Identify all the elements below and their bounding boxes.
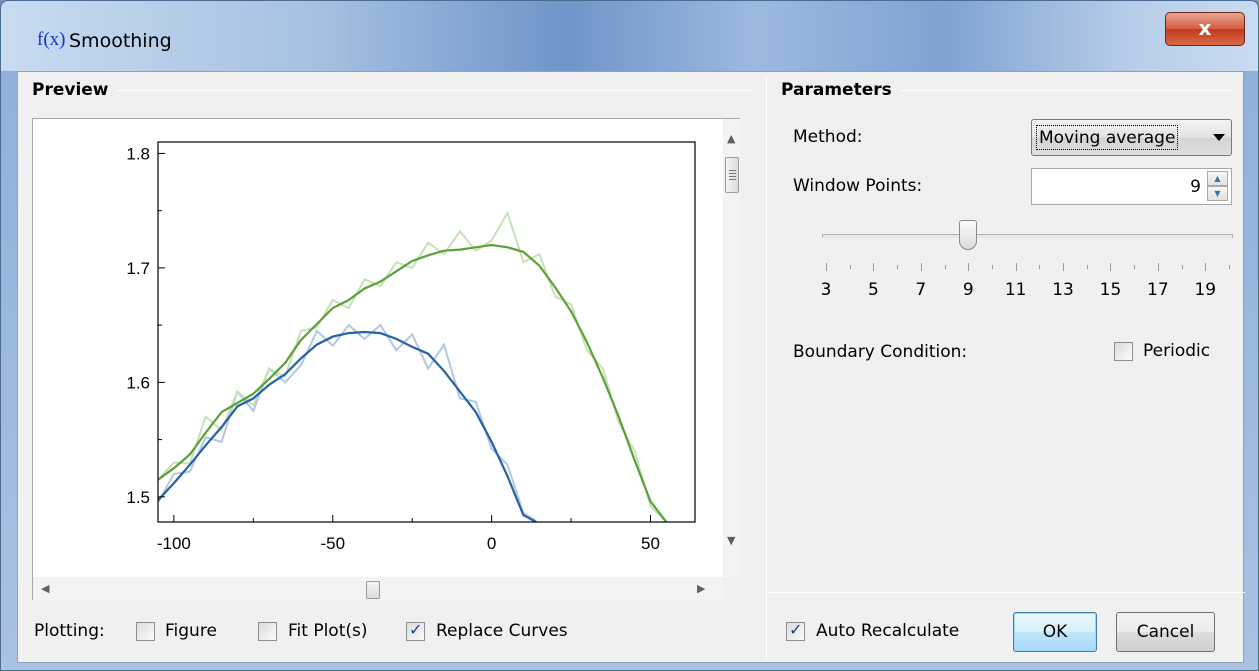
y-tick-label: 1.7 — [126, 259, 150, 278]
preview-panel: -100 -50 0 50 1.5 1.6 1.7 1.8 ▲ ▼ ◀ ▶ — [32, 118, 740, 600]
dialog-body: Preview -100 -50 0 50 1.5 1.6 1.7 1.8 ▲ — [17, 71, 1245, 663]
slider-tick — [1205, 263, 1207, 271]
slider-tick — [1134, 265, 1136, 269]
method-dropdown[interactable]: Moving average — [1031, 119, 1232, 156]
y-tick-label: 1.6 — [126, 373, 150, 392]
x-tick-label: -50 — [320, 534, 345, 553]
window-title: Smoothing — [69, 30, 172, 52]
scroll-down-icon[interactable]: ▼ — [727, 534, 736, 547]
close-button[interactable]: x — [1165, 12, 1245, 46]
slider-tick — [1086, 265, 1088, 269]
figure-checkbox[interactable] — [136, 622, 155, 641]
title-bar[interactable]: f(x) Smoothing x — [1, 1, 1258, 71]
x-tick-label: 50 — [641, 534, 660, 553]
spin-down-icon[interactable]: ▼ — [1207, 186, 1228, 201]
window-points-slider-track[interactable] — [822, 234, 1233, 238]
footer-separator — [768, 592, 1245, 593]
slider-tick-label: 9 — [962, 280, 974, 300]
slider-tick — [873, 263, 875, 271]
smoothed-series-2 — [158, 243, 668, 522]
auto-recalculate-label[interactable]: Auto Recalculate — [816, 621, 960, 641]
chevron-down-icon — [1213, 134, 1225, 141]
raw-series-2 — [158, 210, 668, 522]
slider-tick — [1110, 263, 1112, 271]
replace-curves-checkbox[interactable] — [406, 620, 425, 641]
horizontal-scroll-thumb[interactable] — [366, 581, 380, 599]
preview-horizontal-scrollbar[interactable]: ◀ ▶ — [33, 577, 723, 600]
parameters-group-title: Parameters — [781, 80, 900, 100]
fit-plots-label[interactable]: Fit Plot(s) — [288, 621, 368, 641]
plot-frame — [157, 141, 696, 523]
periodic-checkbox[interactable] — [1114, 342, 1133, 361]
slider-tick — [944, 265, 946, 269]
panel-divider — [766, 77, 767, 659]
function-icon: f(x) — [37, 29, 66, 50]
plotting-label: Plotting: — [34, 621, 105, 641]
slider-tick-label: 17 — [1147, 280, 1169, 300]
method-selected-value: Moving average — [1036, 125, 1179, 150]
window-points-spinbox[interactable]: 9 ▲ ▼ — [1031, 168, 1232, 205]
auto-recalculate-checkbox[interactable] — [786, 620, 805, 641]
scroll-up-icon[interactable]: ▲ — [727, 132, 736, 145]
periodic-label[interactable]: Periodic — [1143, 341, 1211, 361]
smoothed-series-1 — [158, 330, 537, 522]
vertical-scroll-thumb[interactable] — [725, 157, 739, 193]
slider-tick-label: 5 — [867, 280, 879, 300]
x-tick-label: 0 — [487, 534, 496, 553]
preview-group-line — [32, 90, 754, 91]
slider-tick-label: 7 — [915, 280, 927, 300]
slider-tick — [1229, 265, 1230, 269]
slider-tick — [1039, 265, 1041, 269]
scrollbar-corner — [723, 577, 740, 600]
y-tick-label: 1.5 — [126, 488, 150, 507]
slider-tick-label: 11 — [1004, 280, 1027, 300]
boundary-condition-label: Boundary Condition: — [793, 342, 968, 362]
slider-tick — [1015, 263, 1017, 271]
slider-tick-label: 15 — [1099, 280, 1122, 300]
scroll-left-icon[interactable]: ◀ — [41, 582, 50, 595]
slider-tick — [920, 263, 922, 271]
window-points-value[interactable]: 9 — [1190, 177, 1201, 197]
window-points-slider-thumb[interactable] — [959, 220, 978, 250]
fit-plots-checkbox[interactable] — [258, 622, 277, 641]
slider-tick-label: 13 — [1052, 280, 1074, 300]
method-label: Method: — [793, 127, 863, 147]
scroll-right-icon[interactable]: ▶ — [697, 582, 706, 595]
raw-series-1 — [158, 323, 537, 522]
smoothing-preview-chart: -100 -50 0 50 1.5 1.6 1.7 1.8 — [126, 141, 696, 553]
parameters-group-line — [781, 90, 1233, 91]
slider-tick — [1157, 263, 1159, 271]
y-tick-label: 1.8 — [126, 144, 150, 163]
slider-tick — [826, 263, 827, 271]
slider-tick — [1181, 265, 1183, 269]
ok-button[interactable]: OK — [1013, 612, 1097, 652]
slider-tick — [991, 265, 993, 269]
cancel-button[interactable]: Cancel — [1116, 612, 1215, 652]
preview-vertical-scrollbar[interactable]: ▲ ▼ — [723, 119, 740, 577]
slider-tick — [968, 263, 970, 271]
slider-tick — [1063, 263, 1065, 271]
figure-label[interactable]: Figure — [165, 621, 217, 641]
x-tick-label: -100 — [157, 534, 191, 553]
slider-tick — [849, 265, 851, 269]
slider-tick — [897, 265, 899, 269]
spin-up-icon[interactable]: ▲ — [1207, 171, 1228, 186]
preview-group-title: Preview — [32, 80, 117, 100]
slider-tick-label: 19 — [1194, 280, 1217, 300]
window-points-label: Window Points: — [793, 176, 923, 196]
slider-tick-label: 3 — [820, 280, 832, 300]
replace-curves-label[interactable]: Replace Curves — [436, 621, 568, 641]
